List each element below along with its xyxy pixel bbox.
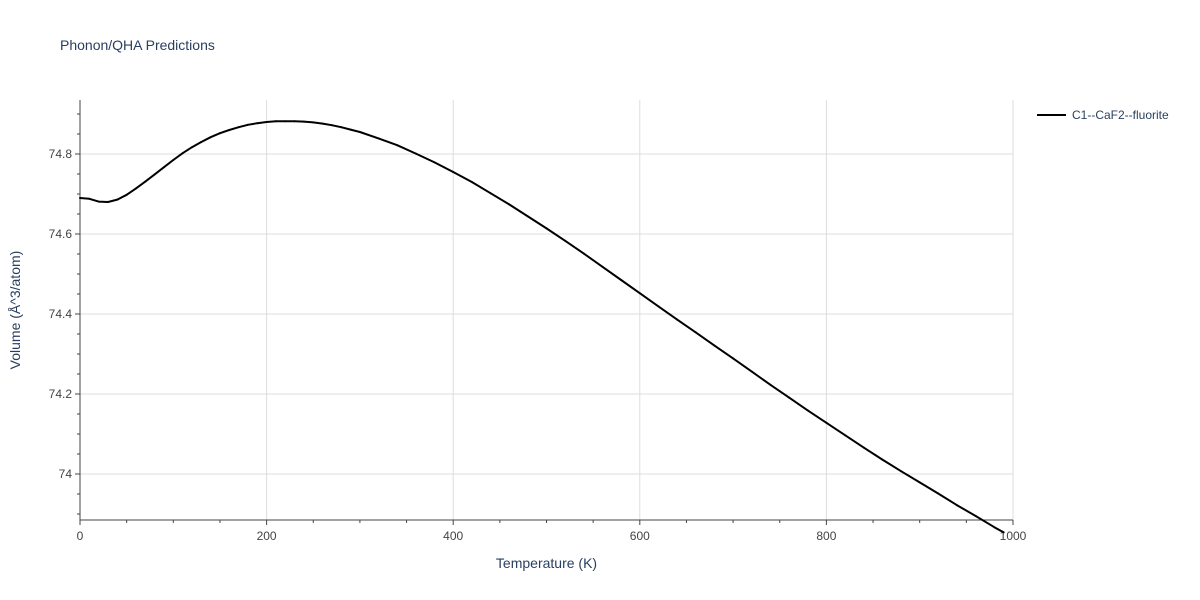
data-point[interactable] [508,203,511,206]
data-point[interactable] [750,370,753,373]
legend-label: C1--CaF2--fluorite [1072,108,1169,122]
data-point[interactable] [862,446,865,449]
data-point[interactable] [900,470,903,473]
data-point[interactable] [228,129,231,131]
data-point[interactable] [993,526,996,529]
data-point[interactable] [144,180,147,183]
ticks-layer: 0 200 400 600 800 1000 74 74.2 74.4 74.6 74.8 [49,147,1027,543]
data-point[interactable] [377,137,380,140]
x-axis-title: Temperature (K) [496,555,597,571]
data-point[interactable] [414,152,417,155]
data-point[interactable] [172,159,175,161]
data-point[interactable] [1002,531,1005,534]
x-tick-label: 200 [257,529,277,543]
data-point[interactable] [470,181,473,183]
data-point[interactable] [825,421,828,424]
y-tick-label: 74.4 [49,307,73,321]
data-point[interactable] [564,239,567,242]
data-point[interactable] [190,146,193,149]
x-tick-label: 0 [77,529,84,543]
data-point[interactable] [79,197,81,199]
data-point[interactable] [246,123,249,126]
data-point[interactable] [134,187,137,190]
data-point[interactable] [88,197,91,200]
data-point[interactable] [218,132,221,135]
data-point[interactable] [349,128,352,131]
data-point[interactable] [293,120,296,123]
data-point[interactable] [526,215,529,218]
data-point[interactable] [162,166,165,169]
data-point[interactable] [601,265,604,268]
data-point[interactable] [340,126,343,129]
data-point[interactable] [452,171,455,173]
data-point[interactable] [433,161,436,164]
legend[interactable]: C1--CaF2--fluorite [1037,108,1169,122]
data-point[interactable] [97,200,100,203]
data-point[interactable] [694,331,697,334]
data-point[interactable] [396,144,399,147]
data-point[interactable] [638,292,641,295]
y-axis-title: Volume (Å^3/atom) [7,251,23,370]
data-point[interactable] [844,434,847,437]
data-point[interactable] [806,409,809,412]
data-point[interactable] [274,120,277,123]
data-point[interactable] [284,120,287,123]
x-tick-label: 600 [630,529,650,543]
x-tick-label: 800 [816,529,836,543]
data-point[interactable] [620,279,623,281]
data-point[interactable] [302,120,305,123]
data-point[interactable] [881,458,884,461]
data-point[interactable] [489,192,492,195]
data-point[interactable] [676,318,679,321]
data-point[interactable] [769,383,772,386]
data-point[interactable] [918,481,921,484]
data-point[interactable] [937,492,940,495]
data-point[interactable] [116,198,119,201]
axes-layer [75,100,1014,525]
data-point[interactable] [358,131,361,133]
chart-title: Phonon/QHA Predictions [60,37,215,53]
data-point[interactable] [321,122,324,125]
data-point[interactable] [209,136,212,139]
series-layer[interactable] [79,120,1005,534]
data-point[interactable] [265,121,268,123]
y-tick-label: 74.2 [49,387,73,401]
y-tick-label: 74 [59,467,73,481]
series-line[interactable] [79,120,1005,534]
data-point[interactable] [657,305,660,308]
data-point[interactable] [330,124,333,127]
data-point[interactable] [582,252,585,255]
data-point[interactable] [974,515,977,517]
data-point[interactable] [312,121,315,124]
data-point[interactable] [256,122,259,125]
data-point[interactable] [200,141,203,143]
data-point[interactable] [125,193,128,196]
data-point[interactable] [713,344,716,347]
data-point[interactable] [237,126,240,129]
data-point[interactable] [545,227,548,230]
grid-layer [80,100,1014,520]
x-tick-label: 400 [443,529,463,543]
x-tick-label: 1000 [1000,529,1027,543]
data-point[interactable] [956,504,959,507]
data-point[interactable] [181,152,184,155]
data-point[interactable] [153,173,156,176]
data-point[interactable] [788,396,791,399]
data-point[interactable] [732,357,735,360]
y-tick-label: 74.6 [49,227,73,241]
data-point[interactable] [106,201,109,203]
y-tick-label: 74.8 [49,147,73,161]
